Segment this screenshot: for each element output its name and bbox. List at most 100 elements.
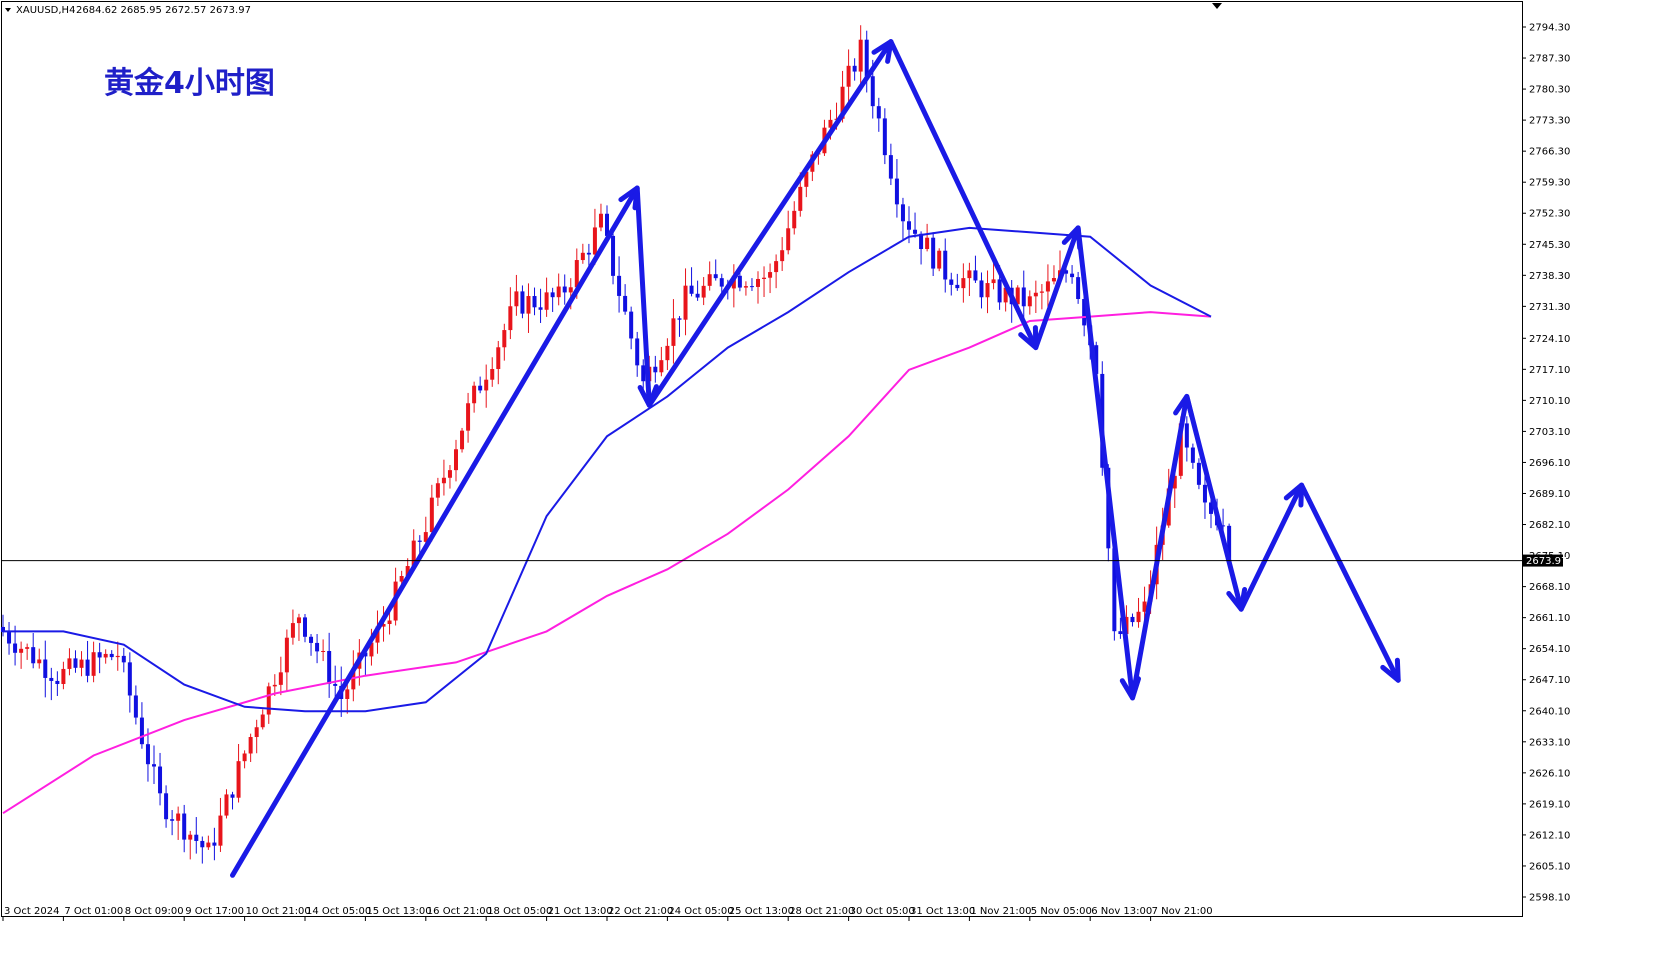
bull-candle [556, 286, 561, 298]
price-tick-label: 2710.10 [1529, 396, 1570, 407]
price-tick-label: 2759.30 [1529, 178, 1570, 189]
bear-candle [713, 274, 718, 279]
bear-candle [49, 677, 54, 681]
bear-candle [417, 540, 422, 542]
bull-candle [502, 330, 507, 348]
price-tick-label: 2598.10 [1529, 893, 1570, 904]
bear-candle [629, 311, 634, 339]
bear-candle [194, 834, 199, 841]
triangle-down-icon[interactable] [5, 8, 11, 12]
time-tick-label: 31 Oct 13:00 [910, 906, 975, 917]
bull-candle [1178, 423, 1183, 476]
price-tick-label: 2640.10 [1529, 706, 1570, 717]
bear-candle [737, 275, 742, 288]
bull-candle [828, 119, 833, 128]
time-tick-label: 1 Nov 21:00 [970, 906, 1031, 917]
bull-candle [1027, 296, 1032, 307]
time-tick-label: 3 Oct 2024 [4, 906, 59, 917]
bear-candle [1184, 423, 1189, 448]
arrow-head-icon [1283, 482, 1305, 508]
bear-candle [979, 280, 984, 298]
bull-candle [284, 637, 289, 673]
bear-candle [1130, 616, 1135, 623]
bull-candle [79, 659, 84, 668]
bear-candle [145, 744, 150, 765]
bull-candle [858, 39, 863, 72]
bull-candle [659, 360, 664, 373]
bull-candle [846, 65, 851, 87]
bull-candle [266, 686, 271, 715]
time-tick-label: 7 Oct 01:00 [64, 906, 123, 917]
bull-candle [598, 213, 603, 228]
bear-candle [520, 291, 525, 314]
bear-candle [212, 842, 217, 846]
bear-candle [139, 717, 144, 745]
bear-candle [532, 296, 537, 308]
time-tick-label: 9 Oct 17:00 [185, 906, 244, 917]
bear-candle [1112, 548, 1117, 632]
bear-candle [695, 293, 700, 298]
bear-candle [158, 766, 163, 794]
time-axis: 3 Oct 2024 7 Oct 01:00 8 Oct 09:00 9 Oct 17… [2, 906, 1213, 921]
bear-candle [164, 793, 169, 820]
bear-candle [562, 286, 567, 293]
bear-candle [127, 662, 132, 696]
bull-candle [387, 620, 392, 625]
price-tick-label: 2787.30 [1529, 54, 1570, 65]
bear-candle [152, 764, 156, 767]
bull-candle [1045, 281, 1050, 292]
bull-candle [484, 379, 489, 391]
bull-candle [37, 659, 42, 664]
bear-candle [919, 233, 924, 250]
bear-candle [900, 204, 905, 222]
bear-candle [611, 235, 616, 276]
bear-candle [1070, 273, 1075, 278]
bear-candle [1082, 299, 1087, 326]
bear-candle [43, 659, 48, 678]
bull-candle [272, 684, 277, 687]
time-tick-label: 16 Oct 21:00 [427, 906, 492, 917]
bear-candle [1209, 502, 1213, 514]
plot-frame [1, 1, 1523, 917]
bear-candle [133, 695, 138, 718]
bull-candle [925, 237, 930, 250]
bear-candle [1202, 484, 1207, 503]
bull-candle [544, 292, 549, 310]
bull-candle [399, 576, 404, 582]
time-tick-label: 8 Oct 09:00 [125, 906, 184, 917]
bear-candle [913, 229, 918, 234]
bull-candle [707, 274, 712, 286]
price-tick-label: 2752.30 [1529, 209, 1570, 220]
bear-candle [31, 647, 36, 664]
bull-candle [683, 285, 688, 320]
bull-candle [508, 306, 513, 331]
bull-candle [1142, 601, 1147, 612]
bull-candle [937, 250, 942, 269]
bear-candle [1064, 270, 1069, 274]
bear-candle [309, 636, 314, 643]
time-tick-label: 24 Oct 05:00 [668, 906, 733, 917]
bull-candle [1003, 287, 1008, 303]
bull-candle [774, 261, 779, 273]
bear-candle [719, 278, 724, 287]
bull-candle [762, 277, 767, 279]
price-tick-label: 2612.10 [1529, 830, 1570, 841]
time-tick-label: 30 Oct 05:00 [850, 906, 915, 917]
time-tick-label: 15 Oct 13:00 [366, 906, 431, 917]
price-tick-label: 2794.30 [1529, 23, 1570, 34]
bull-candle [991, 279, 996, 284]
bull-candle [103, 653, 108, 658]
bull-candle [321, 650, 326, 652]
bear-candle [641, 365, 646, 382]
bear-candle [635, 338, 640, 366]
bull-candle [496, 347, 501, 369]
bear-candle [1076, 277, 1081, 300]
ma-fast-line [3, 226, 1212, 713]
bear-candle [689, 285, 694, 294]
bear-candle [907, 221, 911, 230]
price-tick-label: 2773.30 [1529, 116, 1570, 127]
bear-candle [864, 39, 869, 77]
price-tick-label: 2654.10 [1529, 644, 1570, 655]
